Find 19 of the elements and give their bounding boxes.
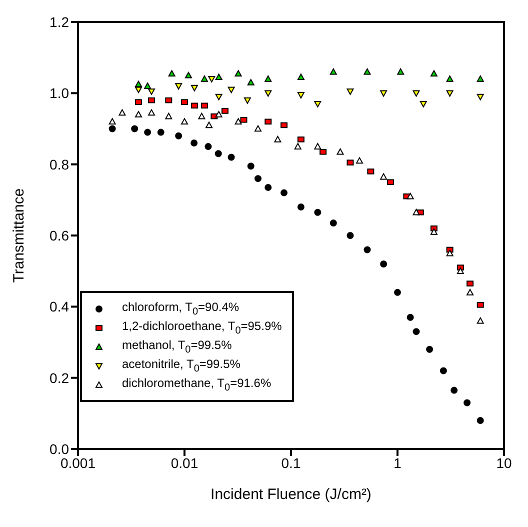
x-axis-title: Incident Fluence (J/cm²) — [210, 486, 372, 503]
legend-label: 1,2-dichloroethane, T$_{0}$=95.9% — [122, 318, 282, 336]
x-tick-label: 0.001 — [60, 454, 96, 471]
x-tick-label: 1 — [394, 454, 402, 471]
y-tick-label: 0.6 — [50, 227, 70, 244]
x-tick-label: 0.1 — [281, 454, 301, 471]
x-tick-label: 10 — [496, 454, 512, 471]
legend-label: acetonitrile, T$_{0}$=99.5% — [122, 356, 240, 374]
y-tick-label: 0.4 — [50, 298, 70, 315]
y-tick-label: 1.2 — [50, 14, 70, 30]
legend-label: dichloromethane, T$_{0}$=91.6% — [122, 376, 272, 394]
x-tick-label: 0.01 — [170, 454, 198, 471]
legend-label: methanol, T$_{0}$=99.5% — [122, 338, 232, 356]
y-axis-title: Transmittance — [10, 188, 28, 283]
y-tick-label: 0.2 — [50, 370, 70, 386]
y-tick-label: 0.0 — [50, 440, 70, 457]
legend-label: chloroform, T$_{0}$=90.4% — [122, 300, 240, 318]
y-tick-label: 0.8 — [50, 156, 70, 172]
y-tick-label: 1.0 — [50, 85, 70, 102]
